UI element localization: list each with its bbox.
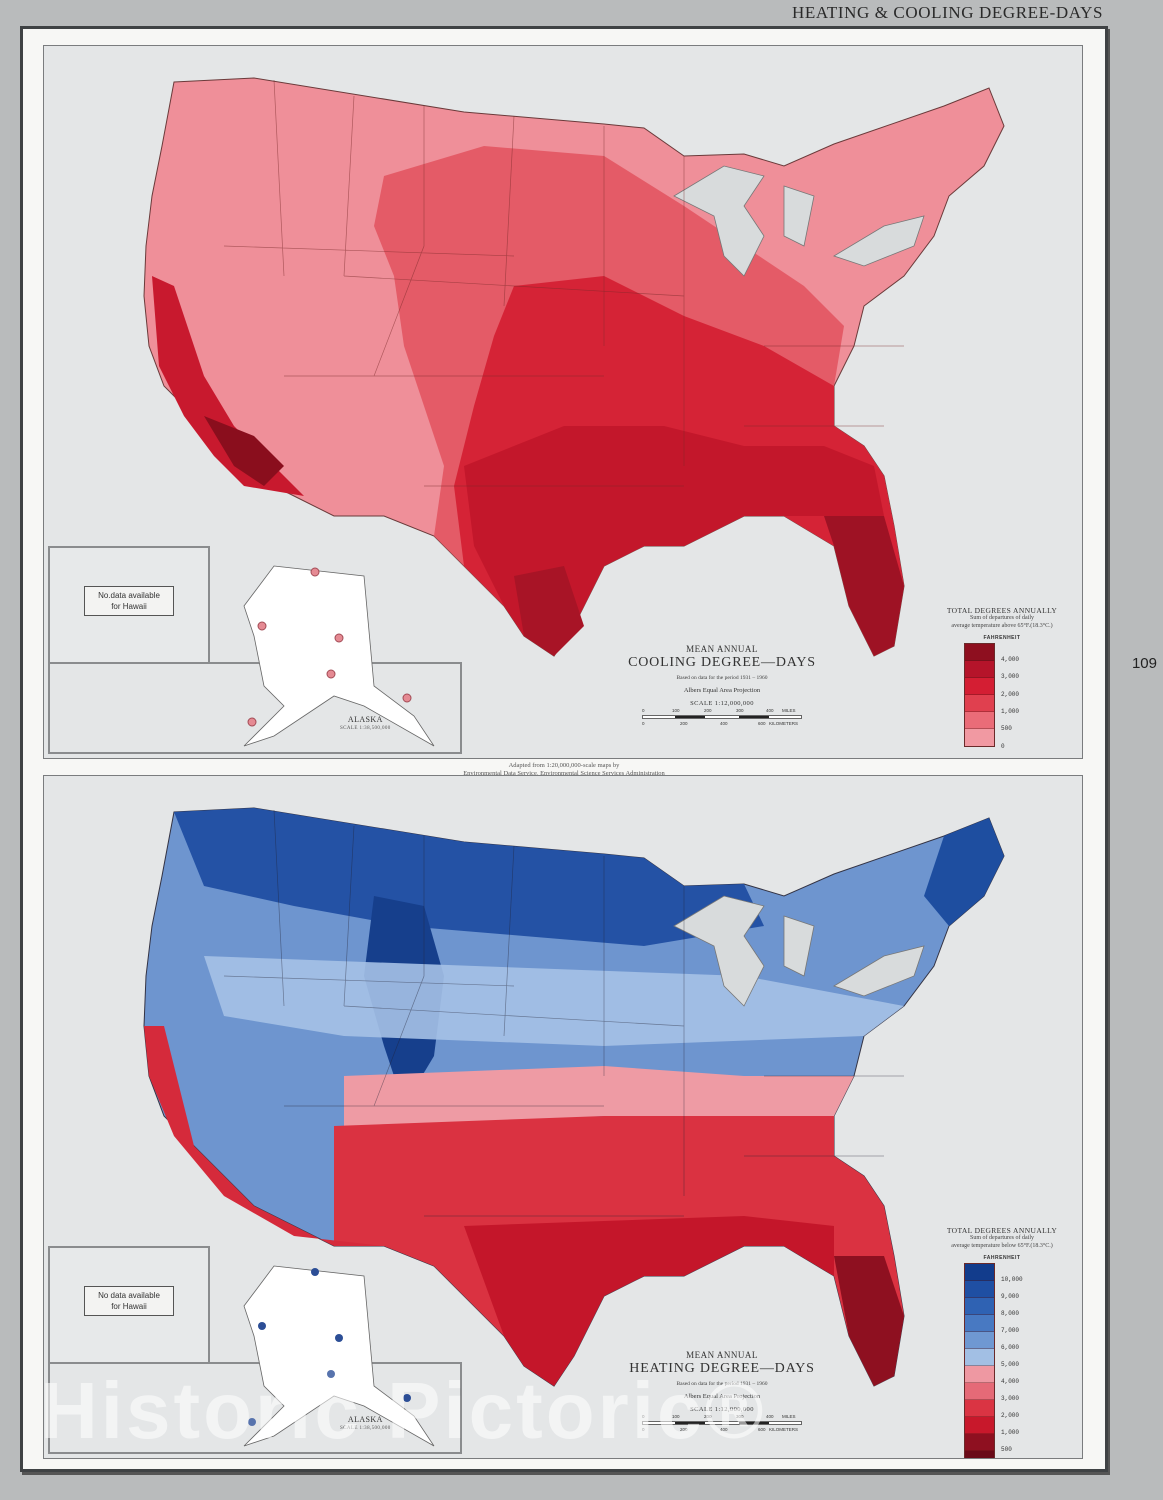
cooling-map-title: COOLING DEGREE—DAYS — [628, 655, 816, 670]
page-frame: No.data available for Hawaii ALASKA SCAL… — [20, 26, 1108, 1472]
zone-warm-band — [344, 1066, 854, 1126]
page-title: HEATING & COOLING DEGREE-DAYS — [792, 3, 1103, 22]
watermark: Historic Pictoric® — [40, 1366, 767, 1455]
heating-map-graphic — [143, 807, 1005, 1387]
zone-northern-cold — [174, 808, 764, 946]
cooling-degree-days-map: No.data available for Hawaii ALASKA SCAL… — [43, 45, 1083, 759]
cooling-legend-swatches — [964, 643, 995, 747]
heating-map-title: HEATING DEGREE—DAYS — [629, 1361, 815, 1376]
hawaii-inset: No.data available for Hawaii — [48, 546, 210, 664]
cooling-map-title-block: MEAN ANNUAL COOLING DEGREE—DAYS Based on… — [622, 644, 822, 728]
zone-northeast-cold — [924, 818, 1004, 926]
zone-pacific-coast — [144, 1026, 384, 1246]
alaska-station-dots — [247, 567, 412, 727]
zone-deep-south — [464, 1216, 834, 1386]
great-lakes — [673, 895, 925, 1007]
alaska-inset-lower — [48, 1362, 462, 1454]
zone-southwest-core — [204, 416, 284, 486]
heating-legend-swatches — [964, 1263, 995, 1458]
source-credit: Adapted from 1:20,000,000-scale maps by … — [463, 762, 665, 777]
hawaii-inset: No data available for Hawaii — [48, 1246, 210, 1364]
alaska-station-dots — [248, 1268, 411, 1426]
state-boundaries — [223, 809, 904, 1217]
heating-map-scalebar: 0 100 200 300 400 MILES 0 200 400 600 KI… — [642, 1414, 802, 1434]
cooling-map-scalebar: 0 100 200 300 400 MILES 0 200 400 600 KI… — [642, 708, 802, 728]
heating-map-title-block: MEAN ANNUAL HEATING DEGREE—DAYS Based on… — [622, 1350, 822, 1434]
alaska-label: ALASKA SCALE 1:38,500,000 — [340, 1415, 391, 1431]
cooling-map-graphic — [143, 77, 1005, 657]
cooling-map-legend: TOTAL DEGREES ANNUALLY Sum of departures… — [946, 606, 1058, 750]
zone-florida — [834, 1256, 904, 1386]
alaska-inset-lower — [48, 662, 462, 754]
great-lakes — [673, 165, 925, 277]
page-number: 109 — [1131, 655, 1157, 672]
alaska-outline — [243, 1265, 435, 1447]
zone-4000-texas — [514, 566, 584, 656]
alaska-outline — [243, 565, 435, 747]
heating-map-legend: TOTAL DEGREES ANNUALLY Sum of departures… — [922, 1226, 1082, 1458]
state-boundaries — [223, 79, 904, 487]
heating-degree-days-map: No data available for Hawaii ALASKA SCAL… — [43, 775, 1083, 1459]
zone-4000-florida — [824, 516, 904, 656]
hawaii-no-data-note: No.data available for Hawaii — [84, 586, 174, 616]
hawaii-no-data-note: No data available for Hawaii — [84, 1286, 174, 1316]
alaska-label: ALASKA SCALE 1:38,500,000 — [340, 715, 391, 731]
